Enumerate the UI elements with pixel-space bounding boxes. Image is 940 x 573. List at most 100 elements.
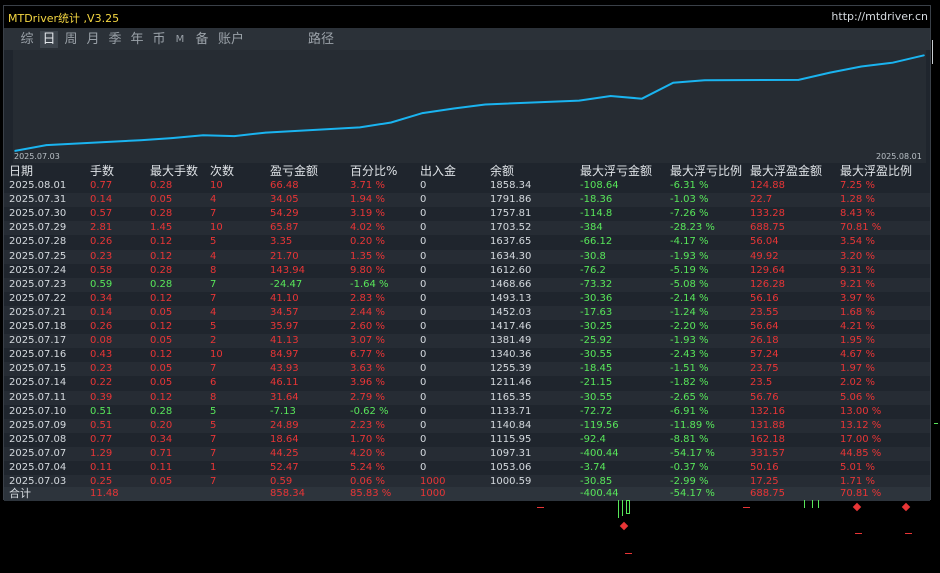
- table-row[interactable]: 2025.07.23 0.59 0.28 7 -24.47 -1.64 % 0 1468.66…: [4, 277, 930, 292]
- table-row[interactable]: 2025.07.17 0.08 0.05 2 41.13 3.07 % 0 1381.49 -2…: [4, 334, 930, 349]
- table-row[interactable]: 2025.07.24 0.58 0.28 8 143.94 9.80 % 0 1612.60 -…: [4, 264, 930, 278]
- tab-5[interactable]: 年: [130, 32, 144, 47]
- cell-max-float-profit: 126.28: [750, 278, 785, 290]
- cell-deposit: 0: [420, 335, 427, 347]
- header-count[interactable]: 次数: [210, 164, 235, 178]
- tab-2[interactable]: 周: [64, 32, 78, 47]
- table-row[interactable]: 2025.07.14 0.22 0.05 6 46.11 3.96 % 0 1211.46 -2…: [4, 376, 930, 390]
- header-lots[interactable]: 手数: [90, 164, 115, 178]
- table-row[interactable]: 2025.07.25 0.23 0.12 4 21.70 1.35 % 0 1634.30 -3…: [4, 249, 930, 264]
- cell-max-float-loss: -3.74: [580, 462, 606, 473]
- cell-lots: 0.39: [90, 391, 113, 403]
- header-max-lots[interactable]: 最大手数: [150, 164, 199, 178]
- cell-date: 2025.07.25: [9, 250, 67, 262]
- equity-point-1: [45, 144, 48, 146]
- table-row[interactable]: 2025.07.22 0.34 0.12 7 41.10 2.83 % 0 1493.13 -3…: [4, 292, 930, 306]
- tab-10[interactable]: 路径: [307, 32, 334, 47]
- cell-max-float-profit-pct: 1.97 %: [840, 363, 875, 375]
- cell-lots: 0.51: [90, 405, 113, 417]
- cell-deposit: 0: [420, 194, 427, 206]
- table-row[interactable]: 2025.08.01 0.77 0.28 10 66.48 3.71 % 0 1858.34 -…: [4, 179, 930, 193]
- table-row[interactable]: 2025.07.21 0.14 0.05 4 34.57 2.44 % 0 1452.03 -1…: [4, 305, 930, 320]
- equity-line: [14, 54, 925, 152]
- cell-deposit: 0: [420, 250, 427, 262]
- background-arrow: [852, 502, 862, 512]
- cell-lots: 0.14: [90, 194, 113, 206]
- cell-balance: 1133.71: [490, 405, 532, 417]
- table-row[interactable]: 2025.07.04 0.11 0.11 1 52.47 5.24 % 0 1053.06 -3…: [4, 461, 930, 475]
- equity-point-21: [923, 54, 925, 57]
- cell-max-float-profit-pct: 1.95 %: [840, 335, 875, 347]
- table-row[interactable]: 2025.07.07 1.29 0.71 7 44.25 4.20 % 0 1097.31 -4…: [4, 446, 930, 461]
- cell-balance: 1791.86: [490, 194, 532, 206]
- table-row[interactable]: 2025.07.15 0.23 0.05 7 43.93 3.63 % 0 1255.39 -1…: [4, 362, 930, 377]
- header-balance[interactable]: 余额: [490, 164, 515, 178]
- tab-9[interactable]: 账户: [217, 32, 244, 47]
- cell-date: 2025.08.01: [9, 180, 67, 191]
- total-percent: 85.83 %: [350, 488, 392, 499]
- table-row[interactable]: 2025.07.31 0.14 0.05 4 34.05 1.94 % 0 1791.86 -1…: [4, 193, 930, 208]
- tab-0[interactable]: 综: [20, 32, 34, 47]
- header-max-float-profit[interactable]: 最大浮盈金额: [750, 164, 823, 178]
- cell-deposit: 0: [420, 433, 427, 445]
- cell-max-float-profit: 162.18: [750, 433, 785, 445]
- table-row[interactable]: 2025.07.28 0.26 0.12 5 3.35 0.20 % 0 1637.65 -66…: [4, 235, 930, 249]
- cell-max-float-loss: -30.85: [580, 476, 613, 488]
- header-percent[interactable]: 百分比%: [350, 164, 398, 178]
- header-max-float-loss[interactable]: 最大浮亏金额: [580, 164, 653, 178]
- table-row[interactable]: 2025.07.10 0.51 0.28 5 -7.13 -0.62 % 0 1133.71 -…: [4, 405, 930, 419]
- cell-profit: -24.47: [270, 278, 303, 290]
- cell-max-float-profit-pct: 4.67 %: [840, 349, 875, 361]
- cell-balance: 1417.46: [490, 321, 532, 332]
- cell-percent: 2.44 %: [350, 306, 385, 318]
- cell-date: 2025.07.22: [9, 292, 67, 304]
- cell-max-lots: 1.45: [150, 222, 173, 234]
- table-row[interactable]: 2025.07.09 0.51 0.20 5 24.89 2.23 % 0 1140.84 -1…: [4, 418, 930, 433]
- cell-max-float-loss: -30.55: [580, 391, 613, 403]
- cell-max-float-loss-pct: -28.23 %: [670, 222, 715, 234]
- cell-count: 10: [210, 222, 223, 234]
- cell-max-float-profit: 56.64: [750, 321, 779, 332]
- table-row[interactable]: 2025.07.08 0.77 0.34 7 18.64 1.70 % 0 1115.95 -9…: [4, 433, 930, 447]
- cell-max-float-profit: 124.88: [750, 180, 785, 191]
- table-row[interactable]: 2025.07.29 2.81 1.45 10 65.87 4.02 % 0 1703.52 -…: [4, 221, 930, 236]
- equity-point-6: [265, 131, 267, 134]
- cell-deposit: 0: [420, 447, 427, 459]
- header-date[interactable]: 日期: [9, 164, 34, 178]
- equity-point-8: [390, 121, 392, 124]
- tab-8[interactable]: 备: [195, 32, 209, 47]
- equity-point-9: [421, 112, 424, 114]
- table-row[interactable]: 2025.07.18 0.26 0.12 5 35.97 2.60 % 0 1417.46 -3…: [4, 320, 930, 334]
- cell-profit: 24.89: [270, 419, 299, 431]
- tab-4[interactable]: 季: [108, 32, 122, 47]
- cell-max-lots: 0.20: [150, 419, 173, 431]
- cell-max-float-profit-pct: 3.20 %: [840, 250, 875, 262]
- cell-count: 1: [210, 462, 217, 473]
- tab-3[interactable]: 月: [86, 32, 100, 47]
- cell-profit: 41.10: [270, 292, 299, 304]
- app-url-link[interactable]: http://mtdriver.cn: [831, 10, 928, 23]
- chart-start-date-label: 2025.07.03: [14, 152, 60, 161]
- cell-max-float-profit-pct: 3.54 %: [840, 236, 875, 248]
- cell-date: 2025.07.10: [9, 405, 67, 417]
- table-row[interactable]: 2025.07.03 0.25 0.05 7 0.59 0.06 % 1000 1000.59…: [4, 475, 930, 490]
- statistics-window: MTDriver统计 ,V3.25 http://mtdriver.cn 综日周…: [3, 5, 931, 501]
- header-profit[interactable]: 盈亏金额: [270, 164, 319, 178]
- table-header: 日期 手数 最大手数 次数 盈亏金额 百分比% 出入金 余额 最大浮亏金额 最大浮亏比例 最大浮盈金…: [4, 164, 930, 179]
- cell-lots: 1.29: [90, 447, 113, 459]
- cell-max-float-loss-pct: -1.82 %: [670, 377, 709, 389]
- cell-deposit: 0: [420, 377, 427, 389]
- cell-balance: 1115.95: [490, 433, 532, 445]
- tab-7[interactable]: M: [175, 34, 185, 45]
- header-max-float-loss-pct[interactable]: 最大浮亏比例: [670, 164, 743, 178]
- cell-max-float-loss-pct: -11.89 %: [670, 419, 715, 431]
- table-row[interactable]: 2025.07.30 0.57 0.28 7 54.29 3.19 % 0 1757.81 -1…: [4, 207, 930, 221]
- table-row[interactable]: 2025.07.11 0.39 0.12 8 31.64 2.79 % 0 1165.35 -3…: [4, 390, 930, 405]
- tab-6[interactable]: 币: [152, 32, 166, 47]
- header-max-float-profit-pct[interactable]: 最大浮盈比例: [840, 164, 913, 178]
- tab-1[interactable]: 日: [40, 31, 58, 48]
- table-row[interactable]: 2025.07.16 0.43 0.12 10 84.97 6.77 % 0 1340.36 -…: [4, 348, 930, 362]
- header-deposit[interactable]: 出入金: [420, 164, 457, 178]
- cell-lots: 0.26: [90, 236, 113, 248]
- cell-percent: 5.24 %: [350, 462, 385, 473]
